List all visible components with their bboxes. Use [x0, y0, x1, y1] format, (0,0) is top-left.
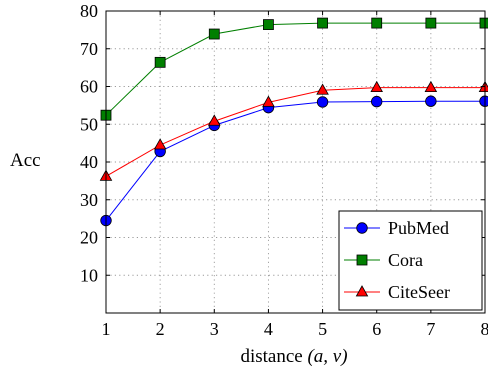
data-point-cora — [425, 17, 437, 29]
series-line-cora — [105, 22, 485, 116]
data-point-pubmed — [371, 95, 383, 108]
x-tick-label: 4 — [264, 319, 273, 339]
legend-item-citeseer: CiteSeer — [344, 282, 450, 302]
data-point-cora — [208, 28, 220, 40]
y-tick-label: 30 — [80, 190, 98, 210]
data-point-citeseer — [316, 83, 329, 95]
legend-marker-cora — [356, 254, 368, 266]
legend: PubMed Cora CiteSeer — [338, 210, 483, 311]
y-tick-label: 60 — [80, 77, 98, 97]
x-tick-label: 1 — [102, 319, 111, 339]
x-tick-label: 5 — [318, 319, 327, 339]
x-tick-label: 7 — [426, 319, 435, 339]
data-point-pubmed — [316, 96, 329, 108]
legend-label-citeseer: CiteSeer — [388, 282, 450, 302]
series-pubmed — [100, 95, 488, 227]
data-point-cora — [154, 56, 166, 68]
legend-item-cora: Cora — [344, 250, 423, 270]
data-point-citeseer — [424, 80, 438, 93]
x-tick-label: 3 — [210, 319, 219, 339]
y-tick-label: 20 — [80, 228, 98, 248]
legend-item-pubmed: PubMed — [344, 218, 449, 238]
data-point-cora — [479, 17, 488, 29]
y-axis-label: Acc — [10, 150, 41, 171]
data-point-cora — [263, 19, 274, 30]
y-tick-label: 40 — [80, 152, 98, 172]
data-point-cora — [371, 17, 383, 29]
y-tick-label: 50 — [80, 114, 98, 134]
x-tick-label: 2 — [156, 319, 165, 339]
series-lines — [99, 17, 488, 227]
data-point-citeseer — [262, 95, 275, 107]
x-axis-label-math: (a, v) — [307, 346, 347, 367]
series-line-pubmed — [105, 100, 485, 221]
legend-label-cora: Cora — [388, 250, 423, 270]
legend-marker-pubmed — [356, 222, 368, 234]
legend-marker-citeseer — [355, 285, 369, 297]
plot-frame — [105, 10, 486, 314]
data-point-citeseer — [208, 114, 221, 126]
series-line-citeseer — [105, 87, 485, 177]
y-tick-label: 80 — [80, 1, 98, 21]
y-tick-label: 70 — [80, 39, 98, 59]
y-tick-label: 10 — [80, 265, 98, 285]
data-point-pubmed — [479, 95, 488, 107]
tick-labels: 1 2 3 4 5 6 7 8 10 20 30 40 50 60 70 80 — [80, 1, 488, 339]
x-tick-label: 8 — [481, 319, 488, 339]
data-point-pubmed — [425, 95, 437, 107]
data-point-cora — [317, 17, 328, 29]
legend-label-pubmed: PubMed — [388, 218, 449, 238]
x-axis-label: distance (a, v) — [240, 346, 347, 367]
x-tick-label: 6 — [372, 319, 381, 339]
data-point-citeseer — [153, 138, 167, 150]
x-axis-label-text: distance — [240, 346, 302, 367]
data-point-citeseer — [370, 80, 383, 93]
